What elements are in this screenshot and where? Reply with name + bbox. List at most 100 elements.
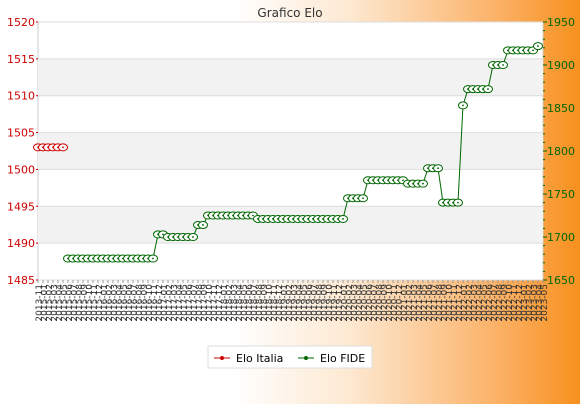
x-tick-label: 2019-11 bbox=[330, 284, 340, 322]
x-tick-label: 2015-12 bbox=[95, 284, 105, 322]
legend: Elo Italia Elo FIDE bbox=[207, 345, 373, 369]
left-tick-label: 1485 bbox=[7, 274, 35, 287]
x-tick-label: 2017-12 bbox=[215, 284, 225, 322]
x-tick-label: 2018-08 bbox=[255, 284, 265, 322]
x-tick-label: 2017-06 bbox=[185, 284, 195, 322]
series-point-dot-elo-fide bbox=[537, 45, 539, 47]
x-tick-label: 2016-03 bbox=[110, 284, 120, 322]
left-tick-label: 1500 bbox=[7, 163, 35, 176]
x-tick-label: 2017-11 bbox=[210, 284, 220, 322]
x-tick-label: 2023-02 bbox=[525, 284, 535, 322]
right-tick-label: 1700 bbox=[547, 231, 575, 244]
x-tick-label: 2022-06 bbox=[485, 284, 495, 322]
chart-title: Grafico Elo bbox=[257, 6, 322, 20]
x-tick-label: 2017-07 bbox=[190, 284, 200, 322]
x-tick-label: 2022-10 bbox=[505, 284, 515, 322]
x-tick-label: 2020-07 bbox=[370, 284, 380, 322]
x-tick-label: 2016-12 bbox=[155, 284, 165, 322]
x-tick-label: 2019-04 bbox=[295, 284, 305, 322]
x-tick-label: 2022-05 bbox=[480, 284, 490, 322]
x-tick-label: 2021-08 bbox=[435, 284, 445, 322]
x-tick-label: 2015-03 bbox=[50, 284, 60, 322]
series-point-dot-elo-fide bbox=[162, 233, 164, 236]
x-tick-label: 2021-11 bbox=[450, 284, 460, 322]
x-tick-label: 2019-03 bbox=[290, 284, 300, 322]
x-tick-label: 2018-01 bbox=[220, 284, 230, 322]
x-tick-label: 2019-08 bbox=[315, 284, 325, 322]
x-tick-label: 2021-09 bbox=[440, 284, 450, 322]
x-tick-label: 2015-06 bbox=[65, 284, 75, 322]
x-tick-label: 2017-05 bbox=[180, 284, 190, 322]
x-tick-label: 2017-04 bbox=[175, 284, 185, 322]
x-tick-label: 2020-08 bbox=[375, 284, 385, 322]
series-point-dot-elo-fide bbox=[457, 201, 459, 204]
x-tick-label: 2022-04 bbox=[475, 284, 485, 322]
right-tick-label: 1650 bbox=[547, 274, 575, 287]
x-tick-label: 2023-01 bbox=[520, 284, 530, 322]
left-tick-label: 1490 bbox=[7, 237, 35, 250]
x-tick-label: 2016-05 bbox=[120, 284, 130, 322]
x-tick-label: 2022-01 bbox=[460, 284, 470, 322]
x-tick-label: 2017-10 bbox=[205, 284, 215, 322]
x-tick-label: 2019-02 bbox=[285, 284, 295, 322]
legend-label-elo-italia: Elo Italia bbox=[236, 352, 283, 365]
x-tick-label: 2018-02 bbox=[225, 284, 235, 322]
left-tick-label: 1520 bbox=[7, 16, 35, 29]
right-tick-label: 1850 bbox=[547, 102, 575, 115]
x-tick-label: 2022-12 bbox=[515, 284, 525, 322]
x-tick-label: 2019-10 bbox=[325, 284, 335, 322]
legend-marker-elo-fide bbox=[304, 356, 308, 360]
legend-label-elo-fide: Elo FIDE bbox=[320, 352, 365, 365]
x-tick-label: 2021-04 bbox=[415, 284, 425, 322]
x-tick-label: 2020-09 bbox=[380, 284, 390, 322]
x-tick-label: 2013-11 bbox=[35, 284, 45, 322]
left-tick-label: 1510 bbox=[7, 90, 35, 103]
series-point-dot-elo-fide bbox=[192, 236, 194, 238]
x-tick-label: 2022-08 bbox=[495, 284, 505, 322]
x-tick-label: 2016-01 bbox=[100, 284, 110, 322]
right-tick-label: 1900 bbox=[547, 59, 575, 72]
x-tick-label: 2015-01 bbox=[40, 284, 50, 322]
x-tick-label: 2022-11 bbox=[510, 284, 520, 322]
x-tick-label: 2021-07 bbox=[430, 284, 440, 322]
x-tick-label: 2019-06 bbox=[305, 284, 315, 322]
legend-item-elo-fide[interactable]: Elo FIDE bbox=[298, 352, 365, 365]
x-tick-label: 2017-02 bbox=[165, 284, 175, 322]
x-tick-label: 2020-02 bbox=[345, 284, 355, 322]
x-tick-label: 2018-05 bbox=[240, 284, 250, 322]
series-point-dot-elo-fide bbox=[202, 224, 204, 226]
series-layer bbox=[33, 42, 543, 263]
series-point-dot-elo-fide bbox=[252, 214, 254, 217]
x-tick-label: 2019-05 bbox=[300, 284, 310, 322]
series-point-dot-elo-fide bbox=[487, 88, 489, 90]
right-tick-label: 1800 bbox=[547, 145, 575, 158]
x-tick-label: 2015-08 bbox=[75, 284, 85, 322]
x-tick-label: 2021-01 bbox=[400, 284, 410, 322]
x-tick-label: 2018-06 bbox=[245, 284, 255, 322]
x-tick-label: 2016-09 bbox=[140, 284, 150, 322]
x-tick-label: 2015-10 bbox=[85, 284, 95, 322]
series-point-dot-elo-fide bbox=[422, 182, 424, 185]
series-point-dot-elo-fide bbox=[342, 218, 344, 220]
x-tick-label: 2015-07 bbox=[70, 284, 80, 322]
x-tick-label: 2021-05 bbox=[420, 284, 430, 322]
x-axis: 2013-112015-012015-022015-032015-042015-… bbox=[35, 280, 550, 322]
right-y-axis: 1650 1700 1750 1800 1850 1900 1950 bbox=[543, 16, 575, 287]
series-point-dot-elo-fide bbox=[437, 167, 439, 170]
x-tick-label: 2021-12 bbox=[455, 284, 465, 322]
x-tick-label: 2018-12 bbox=[275, 284, 285, 322]
x-tick-label: 2018-07 bbox=[250, 284, 260, 322]
x-tick-label: 2016-07 bbox=[130, 284, 140, 322]
x-tick-label: 2015-02 bbox=[45, 284, 55, 322]
left-tick-label: 1515 bbox=[7, 53, 35, 66]
x-tick-label: 2021-06 bbox=[425, 284, 435, 322]
legend-item-elo-italia[interactable]: Elo Italia bbox=[214, 352, 283, 365]
x-tick-label: 2018-09 bbox=[260, 284, 270, 322]
x-tick-label: 2019-09 bbox=[320, 284, 330, 322]
series-point-dot-elo-fide bbox=[462, 104, 464, 107]
x-tick-label: 2016-02 bbox=[105, 284, 115, 322]
series-point-dot-elo-fide bbox=[532, 49, 534, 52]
right-tick-label: 1750 bbox=[547, 188, 575, 201]
series-point-dot-elo-fide bbox=[402, 179, 404, 182]
